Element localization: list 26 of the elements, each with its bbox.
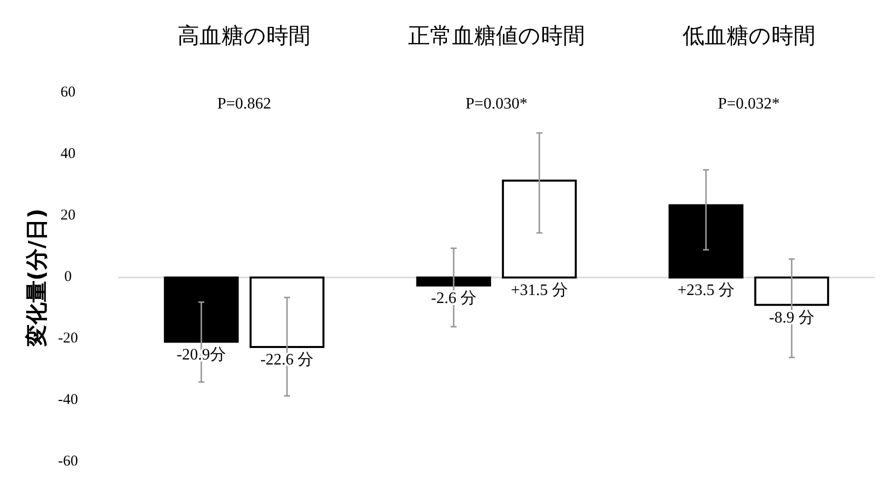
y-tick-label: -40 [58, 392, 78, 408]
data-label: -20.9分 [176, 346, 226, 364]
data-label: +23.5 分 [677, 282, 734, 300]
y-tick-label: -60 [58, 453, 78, 470]
x-tick-label: 高血糖の時間 [178, 24, 311, 49]
bar [164, 276, 239, 343]
y-axis-title: 変化量(分/日) [24, 208, 50, 348]
y-tick-label: 60 [60, 84, 76, 100]
x-tick-label: 正常血糖値の時間 [408, 24, 585, 49]
x-tick-label: 低血糖の時間 [682, 24, 816, 49]
y-tick-label: 0 [64, 268, 72, 285]
bar [502, 180, 577, 278]
bar [416, 276, 492, 286]
data-label: -8.9 分 [769, 310, 814, 327]
y-tick-label: 20 [60, 207, 76, 224]
data-label: +31.5 分 [510, 282, 568, 300]
y-tick-label: 40 [60, 146, 76, 162]
bar [668, 204, 744, 278]
annotation: P=0.032* [718, 96, 780, 113]
annotation: P=0.862 [217, 96, 272, 113]
bar [250, 276, 324, 348]
y-tick-label: -20 [58, 330, 78, 346]
bar [754, 276, 830, 306]
data-label: -2.6 分 [430, 290, 476, 308]
data-label: -22.6 分 [260, 352, 314, 369]
annotation: P=0.030* [466, 96, 528, 113]
